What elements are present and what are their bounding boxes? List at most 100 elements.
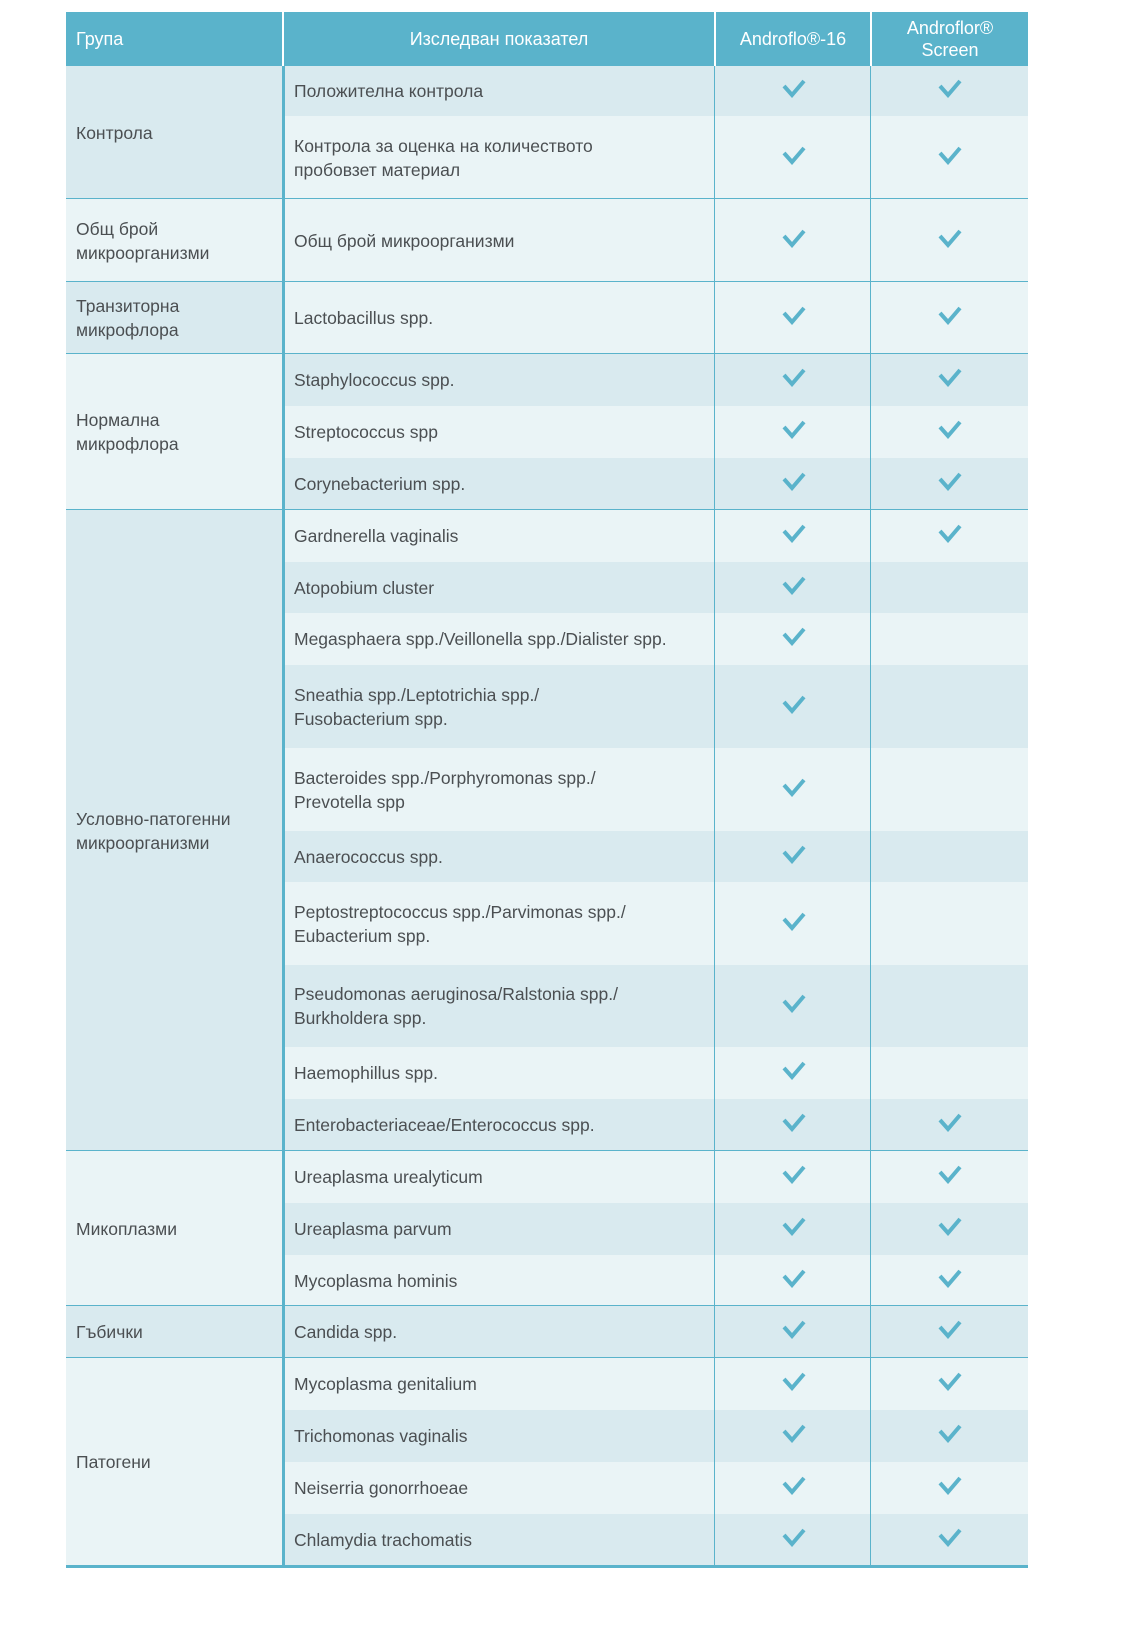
checkmark-icon bbox=[781, 1527, 807, 1553]
androflo16-cell bbox=[716, 1462, 872, 1514]
androflor-screen-cell bbox=[872, 965, 1028, 1047]
header-group: Група bbox=[66, 12, 282, 66]
table-row-indicator: Staphylococcus spp. bbox=[284, 354, 716, 406]
androflor-screen-cell bbox=[872, 1410, 1028, 1462]
androflo16-cell bbox=[716, 458, 872, 510]
androflo16-cell bbox=[716, 1255, 872, 1306]
checkmark-icon bbox=[781, 575, 807, 601]
androflo16-cell bbox=[716, 354, 872, 406]
group-cell: Гъбички bbox=[66, 1306, 284, 1358]
androflo16-cell bbox=[716, 116, 872, 199]
androflor-screen-cell bbox=[872, 116, 1028, 199]
androflor-screen-cell bbox=[872, 831, 1028, 882]
group-cell: Транзиторна микрофлора bbox=[66, 282, 284, 354]
table-row-indicator: Peptostreptococcus spp./Parvimonas spp./… bbox=[284, 882, 716, 965]
androflo16-cell bbox=[716, 1151, 872, 1203]
table-row-indicator: Corynebacterium spp. bbox=[284, 458, 716, 510]
table-row-indicator: Megasphaera spp./Veillonella spp./Dialis… bbox=[284, 613, 716, 665]
table-row-indicator: Candida spp. bbox=[284, 1306, 716, 1358]
androflo16-cell bbox=[716, 1514, 872, 1566]
androflor-screen-cell bbox=[872, 1462, 1028, 1514]
checkmark-icon bbox=[781, 419, 807, 445]
androflor-screen-cell bbox=[872, 406, 1028, 458]
androflor-screen-cell bbox=[872, 199, 1028, 282]
column-divider bbox=[282, 66, 285, 1566]
table-row-indicator: Anaerococcus spp. bbox=[284, 831, 716, 882]
androflor-screen-cell bbox=[872, 1099, 1028, 1151]
androflo16-cell bbox=[716, 66, 872, 116]
checkmark-icon bbox=[781, 1164, 807, 1190]
checkmark-icon bbox=[781, 844, 807, 870]
checkmark-icon bbox=[937, 1268, 963, 1294]
table-row-indicator: Lactobacillus spp. bbox=[284, 282, 716, 354]
androflo16-cell bbox=[716, 1047, 872, 1099]
table-row-indicator: Общ брой микроорганизми bbox=[284, 199, 716, 282]
group-cell: Нормална микрофлора bbox=[66, 354, 284, 510]
checkmark-icon bbox=[781, 1423, 807, 1449]
checkmark-icon bbox=[781, 1060, 807, 1086]
androflo16-cell bbox=[716, 510, 872, 562]
table-row-indicator: Trichomonas vaginalis bbox=[284, 1410, 716, 1462]
header-divider bbox=[714, 12, 716, 66]
header-indicator: Изследван показател bbox=[284, 12, 714, 66]
androflo16-cell bbox=[716, 965, 872, 1047]
checkmark-icon bbox=[781, 1371, 807, 1397]
group-cell: Общ брой микроорганизми bbox=[66, 199, 284, 282]
header-divider bbox=[870, 12, 872, 66]
group-cell: Контрола bbox=[66, 66, 284, 199]
checkmark-icon bbox=[781, 367, 807, 393]
androflor-screen-cell bbox=[872, 562, 1028, 613]
androflo16-cell bbox=[716, 1410, 872, 1462]
androflor-screen-cell bbox=[872, 882, 1028, 965]
header-divider bbox=[282, 12, 284, 66]
table-row-indicator: Контрола за оценка на количеството пробо… bbox=[284, 116, 716, 199]
checkmark-icon bbox=[937, 1216, 963, 1242]
androflo16-cell bbox=[716, 665, 872, 748]
checkmark-icon bbox=[781, 471, 807, 497]
checkmark-icon bbox=[937, 1475, 963, 1501]
androflor-screen-cell bbox=[872, 1514, 1028, 1566]
table-row-indicator: Положителна контрола bbox=[284, 66, 716, 116]
checkmark-icon bbox=[937, 419, 963, 445]
androflor-screen-cell bbox=[872, 613, 1028, 665]
checkmark-icon bbox=[781, 78, 807, 104]
androflor-screen-cell bbox=[872, 66, 1028, 116]
checkmark-icon bbox=[781, 1319, 807, 1345]
table-row-indicator: Sneathia spp./Leptotrichia spp./ Fusobac… bbox=[284, 665, 716, 748]
checkmark-icon bbox=[937, 145, 963, 171]
androflor-screen-cell bbox=[872, 354, 1028, 406]
androflo16-cell bbox=[716, 1358, 872, 1410]
checkmark-icon bbox=[781, 993, 807, 1019]
androflor-screen-cell bbox=[872, 665, 1028, 748]
table-row-indicator: Ureaplasma parvum bbox=[284, 1203, 716, 1255]
androflor-screen-cell bbox=[872, 1047, 1028, 1099]
column-divider bbox=[870, 66, 871, 1566]
checkmark-icon bbox=[937, 1319, 963, 1345]
table-row-indicator: Gardnerella vaginalis bbox=[284, 510, 716, 562]
checkmark-icon bbox=[937, 1164, 963, 1190]
androflo16-cell bbox=[716, 406, 872, 458]
header-androflo16: Androflo®-16 bbox=[716, 12, 870, 66]
checkmark-icon bbox=[937, 1527, 963, 1553]
group-cell: Условно-патогенни микроорганизми bbox=[66, 510, 284, 1151]
checkmark-icon bbox=[781, 228, 807, 254]
androflor-screen-cell bbox=[872, 1203, 1028, 1255]
androflor-screen-cell bbox=[872, 1306, 1028, 1358]
checkmark-icon bbox=[937, 78, 963, 104]
table-row-indicator: Ureaplasma urealyticum bbox=[284, 1151, 716, 1203]
table-row-indicator: Neiserria gonorrhoeae bbox=[284, 1462, 716, 1514]
androflo16-cell bbox=[716, 882, 872, 965]
androflo16-cell bbox=[716, 199, 872, 282]
checkmark-icon bbox=[937, 228, 963, 254]
group-cell: Патогени bbox=[66, 1358, 284, 1566]
table-row-indicator: Mycoplasma hominis bbox=[284, 1255, 716, 1306]
checkmark-icon bbox=[781, 1475, 807, 1501]
androflo16-cell bbox=[716, 1203, 872, 1255]
androflo16-cell bbox=[716, 613, 872, 665]
checkmark-icon bbox=[781, 145, 807, 171]
group-cell: Микоплазми bbox=[66, 1151, 284, 1306]
checkmark-icon bbox=[937, 471, 963, 497]
androflo16-cell bbox=[716, 831, 872, 882]
androflor-screen-cell bbox=[872, 748, 1028, 831]
checkmark-icon bbox=[781, 305, 807, 331]
